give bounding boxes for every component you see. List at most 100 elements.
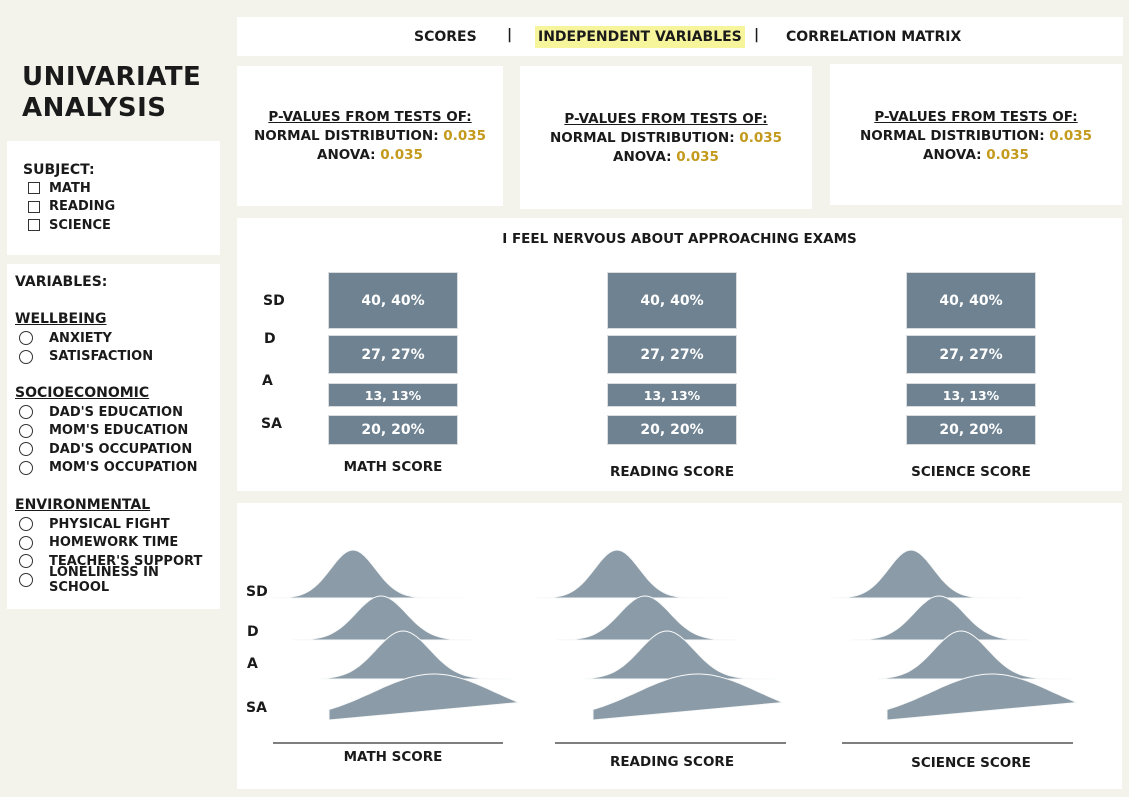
ridge-d-science	[850, 595, 1030, 641]
radio-icon[interactable]	[19, 349, 33, 364]
top-nav: SCORES | INDEPENDENT VARIABLES | CORRELA…	[237, 17, 1123, 56]
ridge-d-reading	[556, 595, 736, 641]
radio-icon[interactable]	[19, 554, 33, 569]
x-label-math: MATH SCORE	[343, 459, 443, 475]
option-label: ANXIETY	[49, 330, 112, 346]
pvalue-card-math: P-VALUES FROM TESTS OF: NORMAL DISTRIBUT…	[237, 66, 503, 206]
option-label: READING	[49, 199, 116, 215]
option-label: DAD'S EDUCATION	[49, 404, 183, 420]
likert-label-sd: SD	[263, 293, 285, 309]
anova-value: 0.035	[380, 147, 423, 163]
ridge-sd-math	[272, 549, 463, 599]
anova-row: ANOVA: 0.035	[520, 148, 812, 167]
normal-label: NORMAL DISTRIBUTION:	[254, 128, 439, 144]
radio-icon[interactable]	[19, 460, 33, 475]
tab-correlation-matrix[interactable]: CORRELATION MATRIX	[786, 29, 962, 45]
x-label-reading: READING SCORE	[609, 464, 735, 480]
variable-option-moms-occupation[interactable]: MOM'S OCCUPATION	[19, 459, 198, 478]
nav-separator: |	[507, 27, 513, 43]
anova-value: 0.035	[986, 147, 1029, 163]
normal-distribution-row: NORMAL DISTRIBUTION: 0.035	[830, 127, 1122, 146]
likert-label-sa: SA	[261, 416, 282, 432]
bar-a-reading: 13, 13%	[607, 383, 737, 407]
option-label: HOMEWORK TIME	[49, 535, 179, 551]
option-label: TEACHER'S SUPPORT	[49, 553, 203, 569]
ridge-sa-reading	[592, 673, 784, 721]
anova-row: ANOVA: 0.035	[830, 146, 1122, 165]
normal-value: 0.035	[739, 130, 782, 146]
radio-icon[interactable]	[19, 572, 33, 587]
radio-icon[interactable]	[19, 442, 33, 457]
variable-option-moms-education[interactable]: MOM'S EDUCATION	[19, 422, 198, 441]
radio-icon[interactable]	[19, 331, 33, 346]
variable-option-physical-fight[interactable]: PHYSICAL FIGHT	[19, 515, 220, 534]
ridge-label-a: A	[247, 656, 258, 672]
ridge-x-label-science: SCIENCE SCORE	[911, 755, 1031, 771]
bar-a-math: 13, 13%	[328, 383, 458, 407]
bar-a-science: 13, 13%	[906, 383, 1036, 407]
normal-value: 0.035	[443, 128, 486, 144]
variable-option-teachers-support[interactable]: TEACHER'S SUPPORT	[19, 552, 220, 571]
option-label: MOM'S OCCUPATION	[49, 460, 198, 476]
checkbox-icon[interactable]	[28, 200, 40, 213]
checkbox-icon[interactable]	[28, 219, 40, 232]
option-label: MATH	[49, 180, 91, 196]
variable-option-homework-time[interactable]: HOMEWORK TIME	[19, 534, 220, 553]
x-label-science: SCIENCE SCORE	[911, 464, 1031, 480]
option-label: PHYSICAL FIGHT	[49, 516, 170, 532]
subject-options: MATH READING SCIENCE	[28, 179, 115, 235]
variable-option-anxiety[interactable]: ANXIETY	[19, 329, 153, 348]
bar-d-reading: 27, 27%	[607, 335, 737, 375]
bar-sd-reading: 40, 40%	[607, 272, 737, 330]
pvalue-card-reading: P-VALUES FROM TESTS OF: NORMAL DISTRIBUT…	[520, 66, 812, 209]
group-socioeconomic-options: DAD'S EDUCATION MOM'S EDUCATION DAD'S OC…	[19, 403, 198, 477]
ridge-x-label-reading: READING SCORE	[609, 754, 735, 770]
ridge-sa-math	[328, 673, 520, 721]
likert-label-a: A	[262, 373, 273, 389]
group-environmental-options: PHYSICAL FIGHT HOMEWORK TIME TEACHER'S S…	[19, 515, 220, 595]
ridge-label-d: D	[247, 624, 259, 640]
bar-sa-math: 20, 20%	[328, 415, 458, 445]
variable-option-loneliness-in-school[interactable]: LONELINESS IN SCHOOL	[19, 565, 220, 595]
anova-row: ANOVA: 0.035	[237, 146, 503, 165]
ridgeline-svg	[272, 549, 1078, 744]
normal-value: 0.035	[1049, 128, 1092, 144]
bar-sa-science: 20, 20%	[906, 415, 1036, 445]
variable-option-dads-education[interactable]: DAD'S EDUCATION	[19, 403, 198, 422]
option-label: SATISFACTION	[49, 349, 154, 365]
radio-icon[interactable]	[19, 423, 33, 438]
subject-option-science[interactable]: SCIENCE	[28, 216, 115, 235]
bar-d-science: 27, 27%	[906, 335, 1036, 375]
page-title: UNIVARIATE ANALYSIS	[22, 62, 202, 123]
option-label: SCIENCE	[49, 217, 111, 233]
radio-icon[interactable]	[19, 535, 33, 550]
bar-sa-reading: 20, 20%	[607, 415, 737, 445]
pvalue-card-science: P-VALUES FROM TESTS OF: NORMAL DISTRIBUT…	[830, 64, 1122, 205]
checkbox-icon[interactable]	[28, 182, 40, 195]
normal-distribution-row: NORMAL DISTRIBUTION: 0.035	[520, 129, 812, 148]
anova-label: ANOVA:	[613, 149, 672, 165]
option-label: MOM'S EDUCATION	[49, 423, 189, 439]
radio-icon[interactable]	[19, 517, 33, 532]
ridge-sd-reading	[536, 549, 727, 599]
normal-label: NORMAL DISTRIBUTION:	[860, 128, 1045, 144]
subject-filter-panel: SUBJECT: MATH READING SCIENCE	[7, 141, 220, 255]
variables-heading: VARIABLES:	[15, 274, 108, 290]
ridge-a-science	[878, 630, 1071, 680]
pvalue-heading: P-VALUES FROM TESTS OF:	[268, 109, 472, 125]
variable-option-dads-occupation[interactable]: DAD'S OCCUPATION	[19, 440, 198, 459]
ridge-a-reading	[584, 630, 777, 680]
ridge-a-math	[320, 630, 513, 680]
tab-scores[interactable]: SCORES	[414, 29, 477, 45]
tab-independent-variables[interactable]: INDEPENDENT VARIABLES	[535, 26, 745, 48]
ridge-d-math	[292, 595, 472, 641]
bar-d-math: 27, 27%	[328, 335, 458, 375]
variable-option-satisfaction[interactable]: SATISFACTION	[19, 348, 153, 367]
bar-sd-science: 40, 40%	[906, 272, 1036, 330]
subject-option-reading[interactable]: READING	[28, 198, 115, 217]
radio-icon[interactable]	[19, 405, 33, 420]
ridge-label-sd: SD	[246, 584, 268, 600]
subject-option-math[interactable]: MATH	[28, 179, 115, 198]
ridgeline-chart-panel: SD D A SA MATH SCORE READING SCORE SCIEN…	[237, 503, 1122, 789]
pvalue-heading: P-VALUES FROM TESTS OF:	[564, 111, 768, 127]
